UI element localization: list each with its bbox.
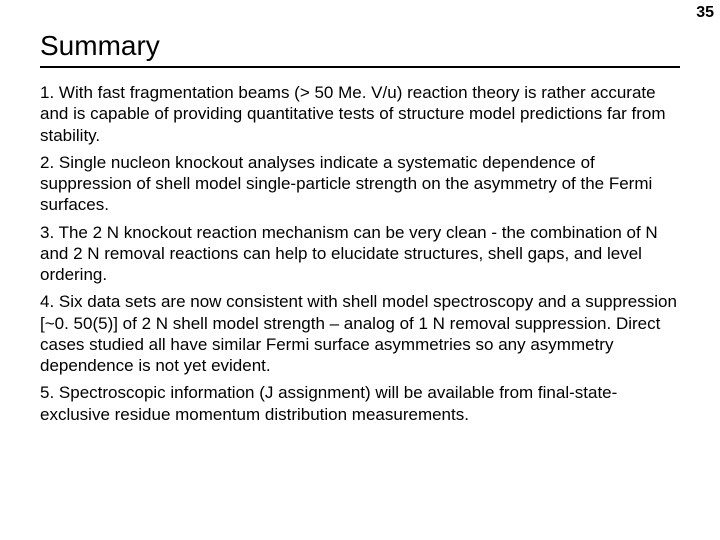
summary-item-2: 2. Single nucleon knockout analyses indi… [40,152,680,216]
page-number: 35 [696,4,714,22]
page-title: Summary [40,30,680,62]
title-rule [40,66,680,68]
summary-item-5: 5. Spectroscopic information (J assignme… [40,382,680,425]
summary-item-1: 1. With fast fragmentation beams (> 50 M… [40,82,680,146]
summary-item-4: 4. Six data sets are now consistent with… [40,291,680,376]
slide-content: Summary 1. With fast fragmentation beams… [0,0,720,451]
summary-item-3: 3. The 2 N knockout reaction mechanism c… [40,222,680,286]
